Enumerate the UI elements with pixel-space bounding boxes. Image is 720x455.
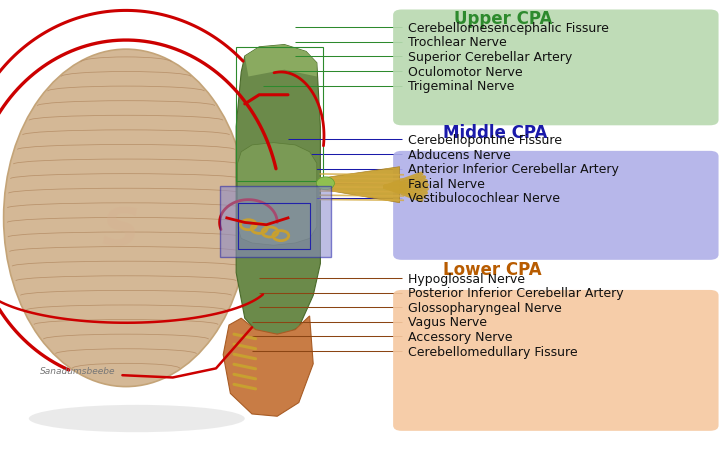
Text: S: S (101, 205, 139, 257)
FancyBboxPatch shape (393, 10, 719, 126)
FancyBboxPatch shape (220, 187, 331, 257)
Text: Trigeminal Nerve: Trigeminal Nerve (408, 80, 514, 93)
Text: Glossopharyngeal Nerve: Glossopharyngeal Nerve (408, 301, 562, 314)
FancyBboxPatch shape (393, 290, 719, 431)
Text: Accessory Nerve: Accessory Nerve (408, 330, 512, 343)
Text: Posterior Inferior Cerebellar Artery: Posterior Inferior Cerebellar Artery (408, 287, 623, 299)
Text: Superior Cerebellar Artery: Superior Cerebellar Artery (408, 51, 572, 64)
Text: Cerebellopontine Fissure: Cerebellopontine Fissure (408, 134, 562, 147)
Text: Cerebellomesencephalic Fissure: Cerebellomesencephalic Fissure (408, 22, 608, 35)
Text: Middle CPA: Middle CPA (443, 124, 547, 142)
Polygon shape (245, 46, 317, 77)
Text: Upper CPA: Upper CPA (454, 10, 552, 28)
FancyBboxPatch shape (393, 152, 719, 260)
Text: Sanadumsbeebe: Sanadumsbeebe (40, 366, 115, 375)
Text: Oculomotor Nerve: Oculomotor Nerve (408, 66, 522, 78)
Text: Vagus Nerve: Vagus Nerve (408, 316, 487, 329)
Text: Facial Nerve: Facial Nerve (408, 177, 485, 190)
Ellipse shape (29, 405, 245, 432)
Ellipse shape (317, 177, 334, 190)
Text: Hypoglossal Nerve: Hypoglossal Nerve (408, 272, 524, 285)
Text: Vestibulocochlear Nerve: Vestibulocochlear Nerve (408, 192, 559, 205)
Text: Trochlear Nerve: Trochlear Nerve (408, 36, 506, 49)
Text: Anterior Inferior Cerebellar Artery: Anterior Inferior Cerebellar Artery (408, 163, 618, 176)
Ellipse shape (4, 50, 248, 387)
Polygon shape (236, 46, 320, 337)
Polygon shape (238, 143, 317, 246)
Text: Abducens Nerve: Abducens Nerve (408, 148, 510, 161)
Polygon shape (223, 316, 313, 416)
Polygon shape (320, 167, 400, 203)
Text: Cerebellomedullary Fissure: Cerebellomedullary Fissure (408, 345, 577, 358)
Text: Lower CPA: Lower CPA (443, 260, 541, 278)
